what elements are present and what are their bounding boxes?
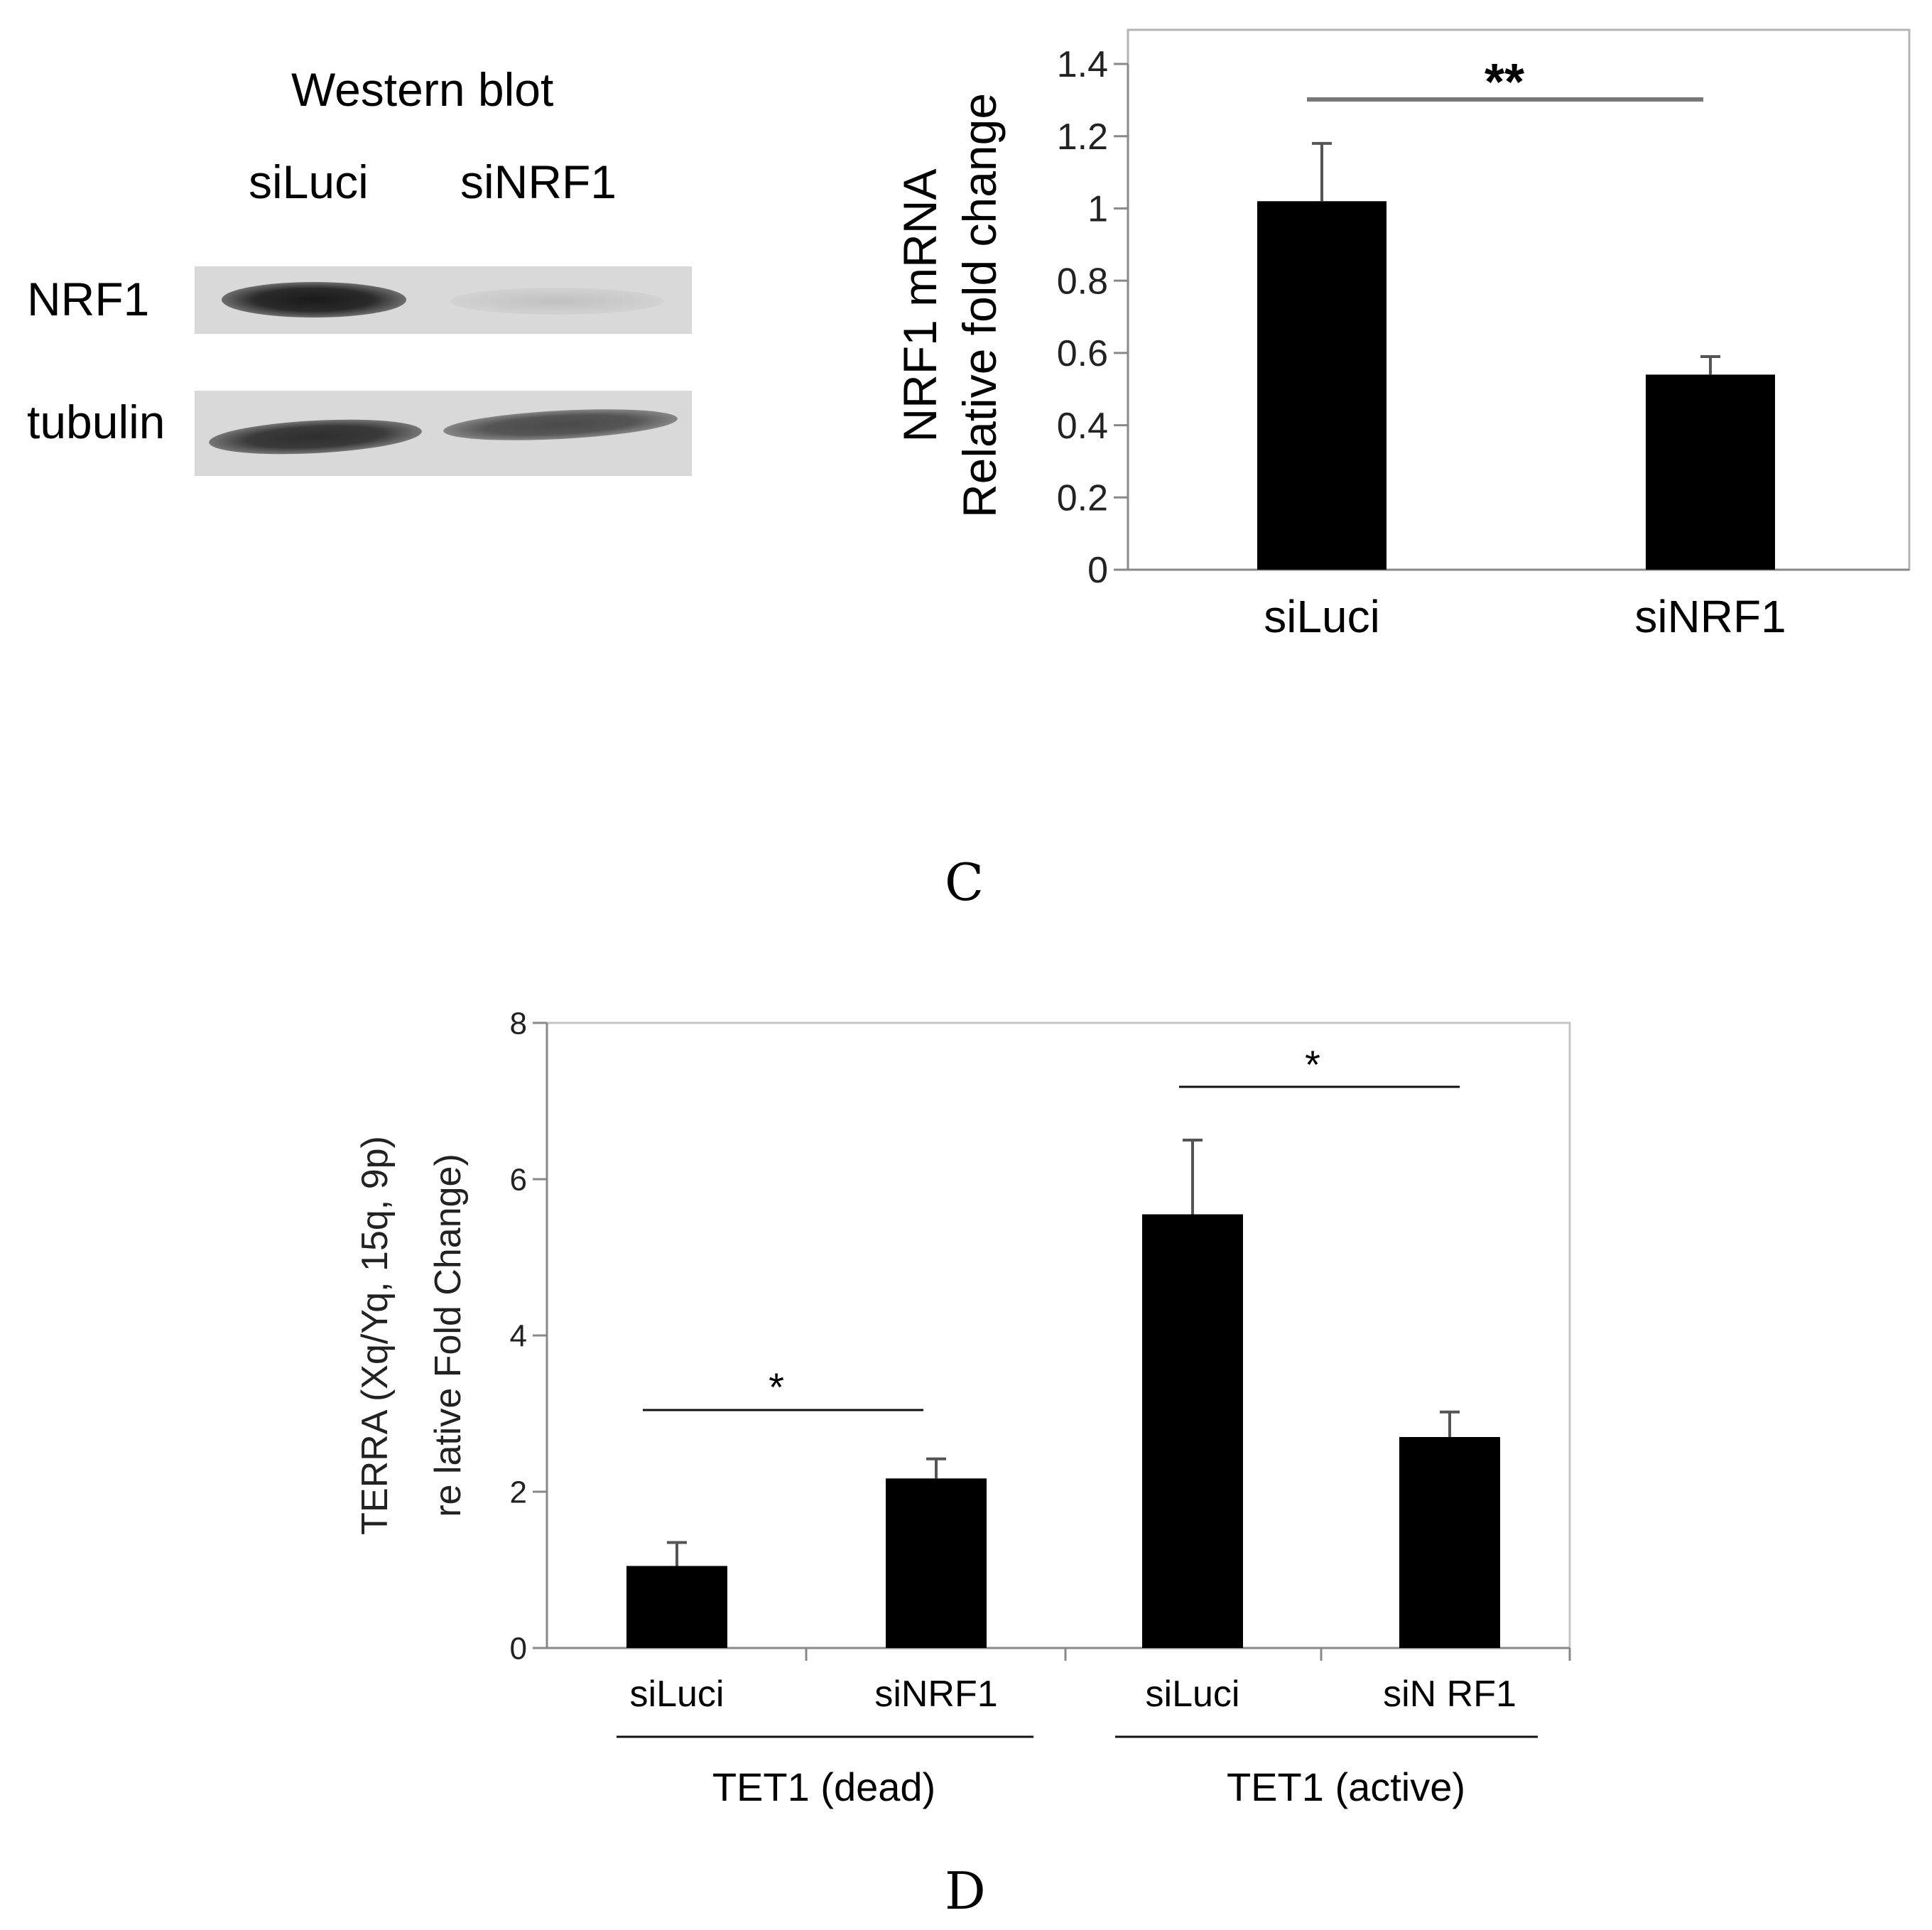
c1-ytick-label: 0.8	[1057, 261, 1108, 302]
c2-xtick-label: siLuci	[1146, 1674, 1240, 1715]
chart2-significance-label-active: *	[1305, 1042, 1320, 1087]
chart2-ylabel-line1: TERRA (Xq/Yq, 15q, 9p)	[354, 1136, 396, 1535]
c2-ytick-label: 4	[510, 1318, 527, 1353]
blot-lane-label-siluci: siLuci	[249, 156, 369, 208]
c2-ytick-label: 0	[510, 1631, 527, 1666]
c2-ytick-label: 6	[510, 1162, 527, 1197]
blot-strip-tubulin	[195, 391, 692, 476]
c1-bar	[1646, 374, 1775, 570]
nrf1-band-siluci	[222, 282, 406, 318]
chart1-ylabel-line2: Relative fold change	[953, 93, 1006, 518]
c1-ytick-label: 0.6	[1057, 333, 1108, 374]
c1-ytick-label: 0.2	[1057, 477, 1108, 519]
chart2-group-label-dead: TET1 (dead)	[712, 1764, 935, 1809]
blot-row-label-nrf1: NRF1	[27, 273, 150, 325]
nrf1-band-sinrf1	[450, 288, 663, 315]
chart1-plot-frame	[1127, 28, 1911, 571]
chart-nrf1-mrna: 0 0.2 0.4 0.6 0.8 1 1.2 1.4 siLuci siNRF1 NRF1 m…	[894, 28, 1911, 642]
c2-bar	[886, 1478, 987, 1648]
c1-ytick-label: 1.2	[1057, 116, 1108, 158]
c2-xtick-label: siLuci	[630, 1674, 724, 1715]
chart1-ylabel-line1: NRF1 mRNA	[894, 168, 946, 442]
chart2-ylabel-line2: re lative Fold Change)	[428, 1154, 469, 1517]
panel-label-d: D	[945, 1861, 986, 1921]
western-blot-title: Western blot	[291, 63, 554, 116]
c1-xtick-label: siNRF1	[1634, 591, 1786, 642]
c2-bar	[1142, 1214, 1243, 1648]
c2-xtick-label: siNRF1	[874, 1674, 997, 1715]
c1-ytick-label: 1	[1087, 189, 1108, 230]
c2-bar	[1399, 1437, 1500, 1648]
c2-bar	[626, 1566, 727, 1648]
c1-ytick-label: 1.4	[1057, 44, 1108, 85]
c2-ytick-label: 8	[510, 1006, 527, 1041]
c1-xtick-label: siLuci	[1264, 591, 1380, 642]
c1-ytick-label: 0.4	[1057, 406, 1108, 447]
blot-lane-label-sinrf1: siNRF1	[460, 156, 617, 208]
chart1-significance-label: **	[1485, 54, 1524, 111]
panel-label-c: C	[945, 852, 984, 912]
chart-terra: 0 2 4 6 8 siLuci siNRF1 siLuci siN RF1 TERRA (X…	[354, 1006, 1571, 1809]
c1-bar	[1257, 201, 1386, 570]
chart2-significance-label-dead: *	[769, 1365, 784, 1409]
c2-xtick-label: siN RF1	[1383, 1674, 1516, 1715]
blot-row-label-tubulin: tubulin	[27, 396, 165, 448]
c1-ytick-label: 0	[1087, 550, 1108, 591]
blot-strip-nrf1	[195, 266, 692, 334]
c2-ytick-label: 2	[510, 1475, 527, 1509]
chart2-group-label-active: TET1 (active)	[1227, 1764, 1465, 1809]
